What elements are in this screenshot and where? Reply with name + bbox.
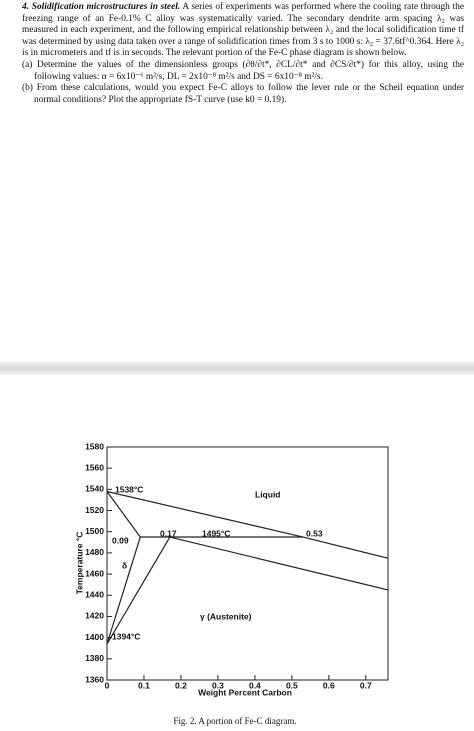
- part-a: (a) Determine the values of the dimensio…: [22, 59, 464, 82]
- x-tick-label: 0: [105, 680, 110, 690]
- separator: [0, 361, 474, 375]
- y-tick-label: 1440: [85, 590, 104, 600]
- y-tick-label: 1480: [85, 547, 104, 557]
- part-b: (b) From these calculations, would you e…: [22, 83, 464, 105]
- x-tick-label: 0.6: [323, 680, 335, 690]
- problem-body-text: A series of experiments was performed wh…: [22, 2, 464, 59]
- y-tick-label: 1560: [85, 462, 104, 472]
- annotation: γ (Austenite): [200, 611, 252, 621]
- x-tick-label: 0.2: [175, 680, 187, 690]
- caption: Fig. 2. A portion of Fe-C diagram.: [173, 716, 296, 726]
- y-tick-label: 1420: [85, 611, 104, 621]
- phase-boundary: [106, 490, 389, 559]
- y-tick-label: 1360: [85, 674, 104, 684]
- annotation: 0.09: [112, 535, 129, 545]
- problem-heading: 4. Solidification microstructures in ste…: [22, 2, 181, 12]
- annotation: δ: [122, 560, 127, 570]
- y-tick-label: 1460: [85, 568, 104, 578]
- annotation: 1394°C: [112, 631, 140, 641]
- x-tick-label: 0.5: [286, 680, 298, 690]
- y-tick-label: 1540: [85, 484, 104, 494]
- phase-boundary: [106, 491, 141, 538]
- plot-frame: [106, 446, 389, 681]
- y-tick-label: 1520: [85, 505, 104, 515]
- x-tick-label: 0.3: [212, 680, 224, 690]
- annotation: 0.53: [306, 528, 323, 538]
- annotation: 1538°C: [115, 484, 143, 494]
- x-tick-label: 0.4: [249, 680, 261, 690]
- x-tick-label: 0.1: [138, 680, 150, 690]
- y-tick-label: 1580: [85, 441, 104, 451]
- annotation: Liquid: [255, 489, 281, 499]
- x-tick-label: 0.7: [360, 680, 372, 690]
- problem-text: 4. Solidification microstructures in ste…: [22, 2, 464, 106]
- problem-body: 4. Solidification microstructures in ste…: [22, 2, 464, 60]
- y-tick-label: 1500: [85, 526, 104, 536]
- y-tick-label: 1400: [85, 632, 104, 642]
- annotation: 0.17: [160, 528, 177, 538]
- phase-boundary: [169, 536, 389, 591]
- phase-boundary: [106, 536, 141, 645]
- y-axis-label: Temperature °C: [74, 532, 84, 595]
- y-tick-label: 1380: [85, 653, 104, 663]
- annotation: 1495°C: [202, 528, 230, 538]
- phase-boundary: [106, 536, 171, 645]
- x-axis-label: Weight Percent Carbon: [198, 687, 292, 697]
